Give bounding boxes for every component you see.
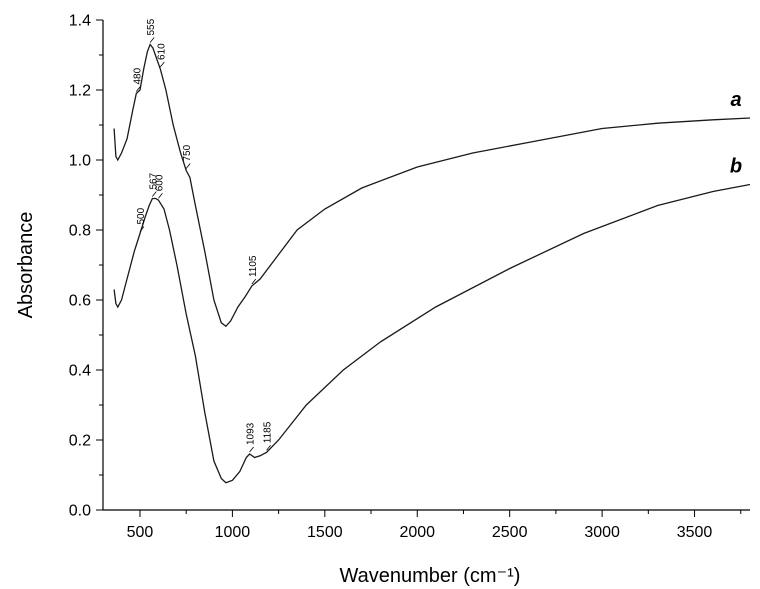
peak-annotation: 500 xyxy=(136,207,147,224)
x-tick-label: 1000 xyxy=(215,524,251,541)
y-axis-label: Absorbance xyxy=(15,212,37,319)
annotation-leader xyxy=(152,191,157,197)
annotation-leader xyxy=(249,446,254,453)
peak-annotation: 480 xyxy=(132,67,143,84)
x-tick-label: 1500 xyxy=(307,524,343,541)
x-tick-label: 2500 xyxy=(492,524,528,541)
annotation-leader xyxy=(139,226,145,232)
peak-annotation: 555 xyxy=(146,18,157,35)
y-tick-label: 1.0 xyxy=(69,153,91,170)
y-tick-label: 0.8 xyxy=(69,223,91,240)
y-tick-label: 1.2 xyxy=(69,83,91,100)
series-layer: ab xyxy=(113,43,751,484)
annotation-leader xyxy=(149,37,155,43)
series-line-b xyxy=(113,183,751,484)
plot-area xyxy=(103,20,750,510)
annotation-leader xyxy=(159,61,165,68)
peak-annotation: 1105 xyxy=(248,255,259,277)
axes-layer xyxy=(102,20,750,511)
peak-annotation: 610 xyxy=(156,43,167,60)
annotation-leader xyxy=(266,445,271,451)
annotation-leader xyxy=(251,278,257,285)
x-tick-label: 3000 xyxy=(584,524,620,541)
series-label-a: a xyxy=(730,89,741,111)
peak-annotation: 1185 xyxy=(263,421,274,443)
annotation-leader xyxy=(135,86,141,92)
y-tick-label: 0.2 xyxy=(69,433,91,450)
x-ticks: 500 1000 1500 2000 2500 3000 3500 xyxy=(127,510,742,541)
y-tick-label: 1.4 xyxy=(69,13,91,30)
peak-annotation: 750 xyxy=(182,144,193,161)
x-tick-label: 3500 xyxy=(677,524,713,541)
peak-annotation: 600 xyxy=(154,174,165,191)
annotation-leader xyxy=(158,193,163,199)
y-ticks: 0.0 0.2 0.4 0.6 0.8 1.0 1.2 1.4 xyxy=(69,13,103,520)
y-tick-label: 0.6 xyxy=(69,293,91,310)
peak-annotation: 1093 xyxy=(246,422,257,445)
y-tick-label: 0.4 xyxy=(69,363,91,380)
y-tick-label: 0.0 xyxy=(69,503,91,520)
x-tick-label: 500 xyxy=(127,524,154,541)
peak-annotation: 567 xyxy=(148,172,159,189)
x-axis-label: Wavenumber (cm⁻¹) xyxy=(340,565,521,587)
series-line-a xyxy=(113,43,751,328)
x-tick-label: 2000 xyxy=(399,524,435,541)
series-label-b: b xyxy=(730,156,742,178)
annotation-leader xyxy=(185,163,191,169)
